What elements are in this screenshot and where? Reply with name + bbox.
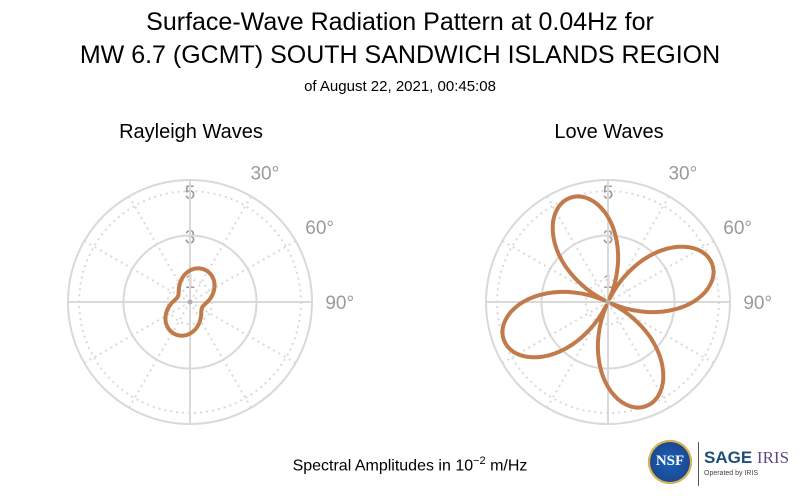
rayleigh-polar-plot: 13530°60°90° [67,163,354,425]
nsf-logo-text: NSF [655,453,685,469]
figure-title-line2: MW 6.7 (GCMT) SOUTH SANDWICH ISLANDS REG… [79,41,721,69]
polar-angle-label: 30° [250,163,279,184]
amplitude-unit-caption: Spectral Amplitudes in 10−2 m/Hz [200,455,620,475]
polar-spoke-line [128,195,191,303]
logo-divider [698,442,699,486]
caption-unit: m/Hz [485,457,528,475]
figure-subtitle-date: of August 22, 2021, 00:45:08 [304,78,496,95]
polar-angle-label: 90° [743,293,772,314]
love-subplot-title: Love Waves [554,121,664,143]
polar-spoke-line [607,301,715,364]
operated-by-text: Operated by IRIS [704,470,759,477]
polar-spoke-line [546,301,609,409]
logo-group: NSF SAGE IRIS Operated by IRIS [648,438,798,490]
sage-logo-text: SAGE [704,448,753,467]
polar-spoke-line [83,240,191,303]
caption-exponent: −2 [473,455,486,467]
polar-origin-dot [605,299,611,305]
polar-angle-label: 60° [723,218,752,239]
polar-origin-dot [187,299,193,305]
polar-spoke-line [546,195,609,303]
polar-spoke-line [607,301,670,409]
polar-spoke-line [189,301,297,364]
radiation-pattern-curve [163,266,217,338]
polar-spoke-line [189,301,252,409]
polar-spoke-line [128,301,191,409]
sage-iris-logo: SAGE IRIS [704,448,789,468]
polar-angle-label: 60° [305,218,334,239]
love-polar-plot: 13530°60°90° [485,163,772,425]
polar-angle-label: 30° [668,163,697,184]
polar-angle-label: 90° [325,293,354,314]
rayleigh-subplot-title: Rayleigh Waves [119,121,263,143]
nsf-logo-icon: NSF [648,440,692,484]
polar-spoke-line [607,195,670,303]
polar-spoke-line [189,240,297,303]
caption-prefix: Spectral Amplitudes in [292,457,456,475]
caption-base: 10 [455,457,474,475]
polar-spoke-line [501,301,609,364]
polar-spoke-line [189,195,252,303]
figure-title-line1: Surface-Wave Radiation Pattern at 0.04Hz… [146,8,654,36]
polar-spoke-line [83,301,191,364]
iris-logo-text: IRIS [756,448,790,467]
polar-spoke-line [607,240,715,303]
polar-spoke-line [501,240,609,303]
radiation-pattern-curve [500,194,716,410]
